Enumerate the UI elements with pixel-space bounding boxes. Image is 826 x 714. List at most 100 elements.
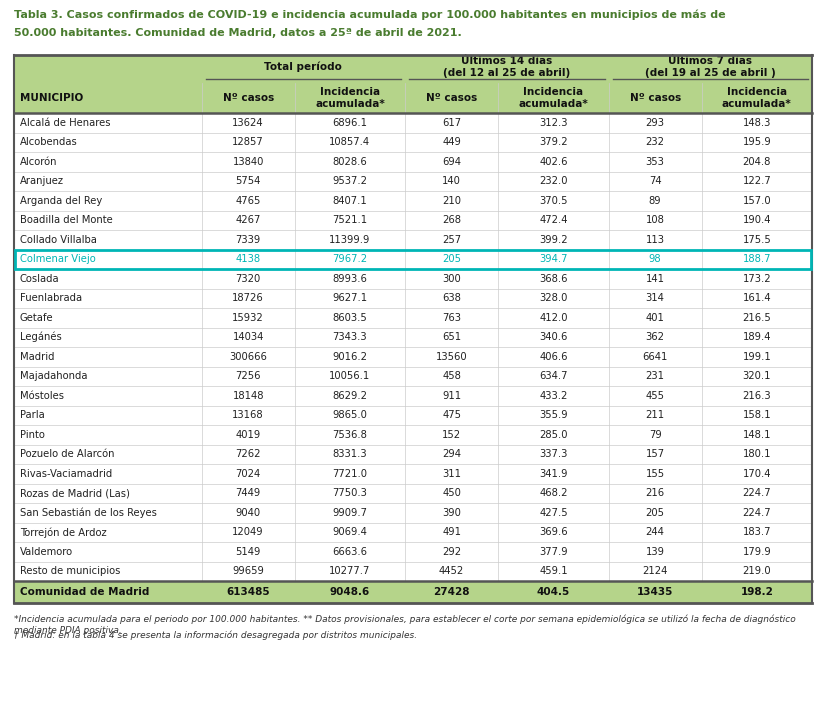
Text: 379.2: 379.2 bbox=[539, 137, 567, 147]
Text: 7521.1: 7521.1 bbox=[332, 215, 368, 225]
Text: Móstoles: Móstoles bbox=[20, 391, 64, 401]
Text: 377.9: 377.9 bbox=[539, 547, 567, 557]
Text: 216: 216 bbox=[646, 488, 665, 498]
Text: 5149: 5149 bbox=[235, 547, 261, 557]
Text: 157.0: 157.0 bbox=[743, 196, 771, 206]
Text: 10277.7: 10277.7 bbox=[330, 566, 371, 576]
Text: 195.9: 195.9 bbox=[743, 137, 771, 147]
Text: † Madrid: en la tabla 4 se presenta la información desagregada por distritos mun: † Madrid: en la tabla 4 se presenta la i… bbox=[14, 631, 417, 640]
Text: Últimos 7 días
(del 19 al 25 de abril ): Últimos 7 días (del 19 al 25 de abril ) bbox=[645, 56, 776, 79]
Text: 232.0: 232.0 bbox=[539, 176, 567, 186]
Text: San Sebastián de los Reyes: San Sebastián de los Reyes bbox=[20, 508, 157, 518]
Text: 4267: 4267 bbox=[235, 215, 261, 225]
Text: 399.2: 399.2 bbox=[539, 235, 567, 245]
Text: Majadahonda: Majadahonda bbox=[20, 371, 88, 381]
Text: Parla: Parla bbox=[20, 411, 45, 421]
Text: Incidencia
acumulada*: Incidencia acumulada* bbox=[722, 87, 792, 109]
Text: 148.1: 148.1 bbox=[743, 430, 771, 440]
Text: 205: 205 bbox=[442, 254, 461, 264]
Text: 224.7: 224.7 bbox=[743, 508, 771, 518]
Text: Comunidad de Madrid: Comunidad de Madrid bbox=[20, 587, 150, 597]
Text: Alcobendas: Alcobendas bbox=[20, 137, 78, 147]
Text: 18726: 18726 bbox=[232, 293, 264, 303]
Text: 190.4: 190.4 bbox=[743, 215, 771, 225]
Text: 9865.0: 9865.0 bbox=[333, 411, 368, 421]
Text: 292: 292 bbox=[442, 547, 461, 557]
Text: Total período: Total período bbox=[264, 61, 342, 72]
Text: 257: 257 bbox=[442, 235, 461, 245]
Text: 638: 638 bbox=[442, 293, 461, 303]
Text: 98: 98 bbox=[648, 254, 662, 264]
Text: 219.0: 219.0 bbox=[743, 566, 771, 576]
Text: 340.6: 340.6 bbox=[539, 332, 567, 342]
Text: Rozas de Madrid (Las): Rozas de Madrid (Las) bbox=[20, 488, 130, 498]
Text: 455: 455 bbox=[646, 391, 665, 401]
Text: Torrejón de Ardoz: Torrejón de Ardoz bbox=[20, 527, 107, 538]
Bar bbox=[14, 581, 812, 603]
Text: 8407.1: 8407.1 bbox=[333, 196, 368, 206]
Text: 141: 141 bbox=[646, 273, 665, 283]
Text: 157: 157 bbox=[646, 449, 665, 459]
Text: Fuenlabrada: Fuenlabrada bbox=[20, 293, 82, 303]
Text: 7536.8: 7536.8 bbox=[333, 430, 368, 440]
Text: Resto de municipios: Resto de municipios bbox=[20, 566, 121, 576]
Text: Pinto: Pinto bbox=[20, 430, 45, 440]
Text: 651: 651 bbox=[442, 332, 461, 342]
Text: 368.6: 368.6 bbox=[539, 273, 567, 283]
Text: 74: 74 bbox=[648, 176, 662, 186]
Text: 9069.4: 9069.4 bbox=[333, 527, 368, 537]
Text: 158.1: 158.1 bbox=[743, 411, 771, 421]
Text: 161.4: 161.4 bbox=[743, 293, 771, 303]
Text: 4019: 4019 bbox=[235, 430, 261, 440]
Text: 412.0: 412.0 bbox=[539, 313, 567, 323]
Text: Getafe: Getafe bbox=[20, 313, 54, 323]
Text: 390: 390 bbox=[442, 508, 461, 518]
Text: 362: 362 bbox=[646, 332, 665, 342]
Text: 210: 210 bbox=[442, 196, 461, 206]
Text: 231: 231 bbox=[646, 371, 665, 381]
Text: Tabla 3. Casos confirmados de COVID-19 e incidencia acumulada por 100.000 habita: Tabla 3. Casos confirmados de COVID-19 e… bbox=[14, 10, 725, 21]
Text: 355.9: 355.9 bbox=[539, 411, 567, 421]
Text: 7343.3: 7343.3 bbox=[333, 332, 368, 342]
Text: 7024: 7024 bbox=[235, 469, 261, 479]
Text: Aranjuez: Aranjuez bbox=[20, 176, 64, 186]
Text: 394.7: 394.7 bbox=[539, 254, 567, 264]
Text: 12857: 12857 bbox=[232, 137, 264, 147]
Text: 402.6: 402.6 bbox=[539, 157, 567, 167]
Text: 300: 300 bbox=[442, 273, 461, 283]
Text: 211: 211 bbox=[646, 411, 665, 421]
Text: 204.8: 204.8 bbox=[743, 157, 771, 167]
Text: 180.1: 180.1 bbox=[743, 449, 771, 459]
Text: 2124: 2124 bbox=[643, 566, 667, 576]
Text: 12049: 12049 bbox=[232, 527, 264, 537]
Text: 450: 450 bbox=[442, 488, 461, 498]
Text: 232: 232 bbox=[646, 137, 665, 147]
Text: 148.3: 148.3 bbox=[743, 118, 771, 128]
Text: 9016.2: 9016.2 bbox=[332, 352, 368, 362]
Text: 294: 294 bbox=[442, 449, 461, 459]
Text: 9048.6: 9048.6 bbox=[330, 587, 370, 597]
Text: Coslada: Coslada bbox=[20, 273, 59, 283]
Text: 14034: 14034 bbox=[232, 332, 263, 342]
Text: MUNICIPIO: MUNICIPIO bbox=[20, 93, 83, 103]
Text: 6896.1: 6896.1 bbox=[332, 118, 368, 128]
Text: 50.000 habitantes. Comunidad de Madrid, datos a 25ª de abril de 2021.: 50.000 habitantes. Comunidad de Madrid, … bbox=[14, 28, 462, 38]
Text: 8331.3: 8331.3 bbox=[333, 449, 368, 459]
Text: Nº casos: Nº casos bbox=[426, 93, 477, 103]
Text: 617: 617 bbox=[442, 118, 461, 128]
Text: 27428: 27428 bbox=[434, 587, 470, 597]
Text: 79: 79 bbox=[648, 430, 662, 440]
Text: 189.4: 189.4 bbox=[743, 332, 771, 342]
Text: Arganda del Rey: Arganda del Rey bbox=[20, 196, 102, 206]
Text: *Incidencia acumulada para el periodo por 100.000 habitantes. ** Datos provision: *Incidencia acumulada para el periodo po… bbox=[14, 615, 795, 635]
Text: 15932: 15932 bbox=[232, 313, 264, 323]
Text: Madrid: Madrid bbox=[20, 352, 55, 362]
Text: 369.6: 369.6 bbox=[539, 527, 567, 537]
Text: 285.0: 285.0 bbox=[539, 430, 567, 440]
Text: 370.5: 370.5 bbox=[539, 196, 567, 206]
Text: 155: 155 bbox=[646, 469, 665, 479]
Text: 475: 475 bbox=[442, 411, 461, 421]
Text: 6663.6: 6663.6 bbox=[332, 547, 368, 557]
Text: 694: 694 bbox=[442, 157, 461, 167]
Text: 763: 763 bbox=[442, 313, 461, 323]
